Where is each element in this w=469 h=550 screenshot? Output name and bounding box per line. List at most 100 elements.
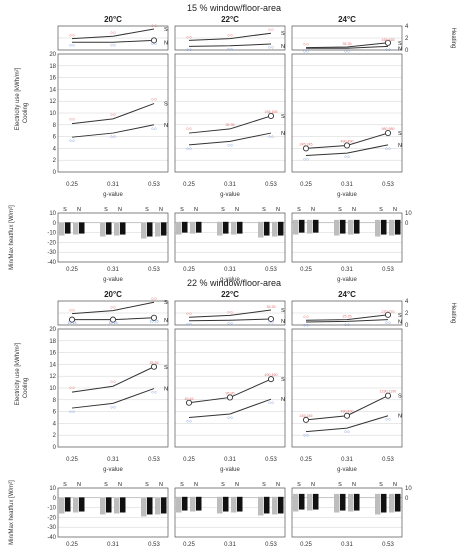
heatflux-bar-s-light <box>176 221 182 235</box>
y-tick-label: -10 <box>47 506 56 512</box>
heating-marker <box>68 316 76 323</box>
x-tick-label: 0.53 <box>382 542 394 548</box>
y-tick-label: 4 <box>53 421 57 427</box>
series-label-n: N <box>398 143 402 149</box>
annotation: 0 0 <box>70 386 75 390</box>
x-tick-label: 0.53 <box>265 457 277 463</box>
annotation: 165 165 <box>382 38 395 42</box>
annotation: 0 0 <box>187 312 192 316</box>
cooling-line-n <box>188 398 272 418</box>
annotation: 0 0 <box>70 139 75 143</box>
heatflux-bar-n-light <box>348 219 354 235</box>
heatflux-bar-n-light <box>73 497 79 513</box>
heatflux-bar-n-light <box>155 222 161 237</box>
heatflux-bar-n-light <box>307 493 313 511</box>
y-tick-label: 20 <box>49 52 56 58</box>
cooling-marker <box>267 376 275 383</box>
heatflux-frame <box>57 212 169 263</box>
annotation: 980 980 <box>382 127 395 131</box>
heatflux-bar-s-dark <box>223 496 229 512</box>
heatflux-bar-n-light <box>231 496 237 513</box>
heatflux-frame <box>291 487 403 538</box>
heatflux-axis-label: Min/Max heatflux [W/m²] <box>9 480 15 545</box>
x-axis-label: g-value <box>337 277 357 283</box>
annotation: 0 0 <box>386 48 391 52</box>
annotation: 245 245 <box>300 414 313 418</box>
x-tick-label: 0.31 <box>107 267 119 273</box>
heatflux-bar-s-light <box>100 222 106 237</box>
heatflux-bar-n-dark <box>237 496 243 512</box>
heatflux-frame <box>174 487 286 538</box>
heatflux-bar-s-dark <box>182 496 188 511</box>
bar-group-label-s: S <box>180 482 184 488</box>
x-tick-label: 0.25 <box>300 457 312 463</box>
heating-line-n <box>188 43 272 47</box>
annotation: 0 0 <box>304 157 309 161</box>
annotation: 0 0 <box>304 434 309 438</box>
y-tick-label: 4 <box>405 299 409 305</box>
y-tick-label: 8 <box>53 123 57 129</box>
heating-frame <box>174 25 286 51</box>
annotation: 0 0 <box>152 98 157 102</box>
annotation: 490 490 <box>265 373 278 377</box>
series-label-s: S <box>281 114 285 120</box>
heating-line-n <box>188 318 272 322</box>
heatflux-bar-n-dark <box>354 493 360 511</box>
heating-line-s <box>71 28 155 40</box>
bar-group-label-n: N <box>235 207 239 213</box>
heatflux-bar-s-dark <box>65 222 71 234</box>
heating-line-s <box>71 301 155 315</box>
annotation: 35 35 <box>226 123 235 127</box>
annotation: 15 15 <box>68 321 77 325</box>
heatflux-bar-n-dark <box>120 222 126 235</box>
heatflux-bar-s-light <box>293 219 299 235</box>
heating-frame <box>291 300 403 326</box>
x-tick-label: 0.31 <box>341 182 353 188</box>
heatflux-bar-s-dark <box>65 497 71 512</box>
heatflux-bar-s-dark <box>264 496 270 514</box>
heatflux-bar-s-light <box>375 493 381 515</box>
y-tick-label: 12 <box>49 374 56 380</box>
cooling-frame <box>291 53 403 173</box>
cooling-line-n <box>305 415 389 433</box>
heating-marker <box>267 315 275 323</box>
x-axis-label: g-value <box>220 192 240 198</box>
bar-group-label-s: S <box>338 207 342 213</box>
series-label-s: S <box>164 365 168 371</box>
annotation: 0 0 <box>345 323 350 327</box>
y-tick-label: 10 <box>49 486 56 492</box>
series-label-s: S <box>281 308 285 314</box>
cooling-frame <box>174 328 286 448</box>
annotation: 0 0 <box>111 380 116 384</box>
x-axis-label: g-value <box>337 467 357 473</box>
y-tick-label: -20 <box>47 240 56 246</box>
annotation: 0 0 <box>111 306 116 310</box>
y-tick-label: 10 <box>405 486 412 492</box>
heatflux-bar-n-dark <box>395 219 401 235</box>
heatflux-bar-n-dark <box>196 496 202 511</box>
x-tick-label: 0.53 <box>148 267 160 273</box>
x-tick-label: 0.31 <box>107 457 119 463</box>
annotation: 0 0 <box>70 410 75 414</box>
x-tick-label: 0.25 <box>183 267 195 273</box>
series-label-s: S <box>398 131 402 137</box>
cooling-marker <box>267 112 275 119</box>
y-tick-label: 14 <box>49 362 56 368</box>
cooling-frame <box>174 53 286 173</box>
heatflux-bar-s-light <box>258 496 264 516</box>
annotation: 490 490 <box>341 410 354 414</box>
series-label-n: N <box>164 40 168 46</box>
heatflux-bar-n-dark <box>161 497 167 514</box>
annotation: 0 0 <box>111 113 116 117</box>
x-tick-label: 0.53 <box>265 542 277 548</box>
heatflux-bar-s-light <box>59 497 65 514</box>
heating-marker <box>150 37 158 44</box>
heating-line-n <box>72 39 155 43</box>
x-tick-label: 0.25 <box>300 182 312 188</box>
cooling-marker <box>343 142 351 149</box>
series-label-n: N <box>281 44 285 50</box>
y-tick-label: -30 <box>47 250 56 256</box>
heating-line-s <box>305 314 389 321</box>
series-label-n: N <box>398 320 402 326</box>
heatflux-bar-n-dark <box>161 222 167 236</box>
